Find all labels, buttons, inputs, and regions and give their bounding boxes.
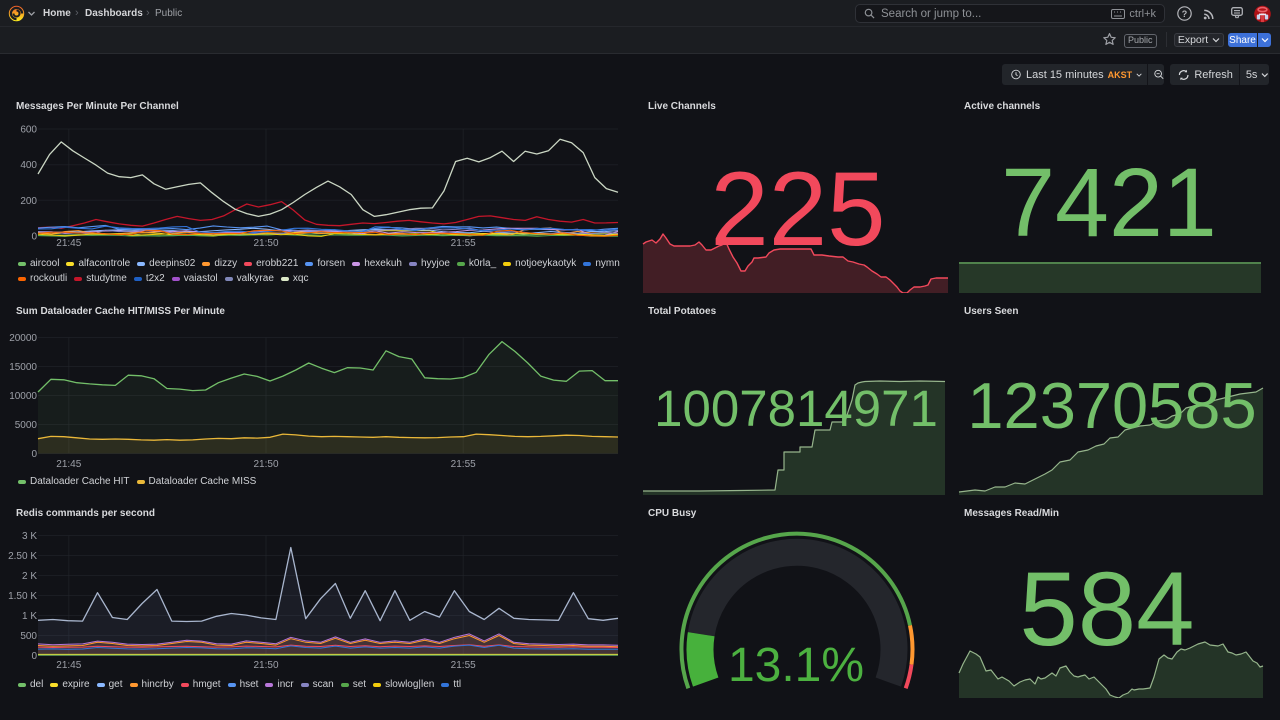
svg-text:21:50: 21:50 — [253, 238, 278, 249]
svg-text:0: 0 — [31, 449, 37, 460]
svg-text:400: 400 — [20, 160, 37, 171]
svg-text:15000: 15000 — [9, 362, 37, 373]
svg-text:0: 0 — [31, 231, 37, 242]
svg-text:600: 600 — [20, 125, 37, 136]
svg-text:2 K: 2 K — [22, 571, 37, 582]
svg-text:21:45: 21:45 — [56, 459, 81, 470]
svg-text:10000: 10000 — [9, 391, 37, 402]
svg-text:2.50 K: 2.50 K — [8, 551, 37, 562]
svg-text:500: 500 — [20, 631, 37, 642]
svg-text:21:45: 21:45 — [56, 238, 81, 249]
svg-text:1 K: 1 K — [22, 611, 37, 622]
svg-text:1.50 K: 1.50 K — [8, 591, 37, 602]
svg-text:3 K: 3 K — [22, 531, 37, 542]
svg-text:200: 200 — [20, 196, 37, 207]
svg-text:21:55: 21:55 — [451, 459, 476, 470]
svg-text:21:50: 21:50 — [253, 660, 278, 671]
svg-text:0: 0 — [31, 651, 37, 662]
svg-text:21:50: 21:50 — [253, 459, 278, 470]
svg-text:21:45: 21:45 — [56, 660, 81, 671]
svg-text:21:55: 21:55 — [451, 238, 476, 249]
svg-text:?: ? — [1182, 9, 1188, 19]
svg-text:20000: 20000 — [9, 333, 37, 344]
svg-text:5000: 5000 — [15, 420, 38, 431]
svg-text:21:55: 21:55 — [451, 660, 476, 671]
